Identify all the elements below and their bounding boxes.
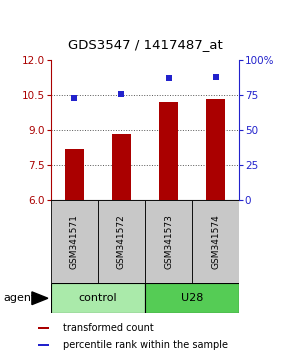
Bar [112, 133, 131, 200]
Text: control: control [79, 293, 117, 303]
Polygon shape [32, 292, 48, 304]
Text: percentile rank within the sample: percentile rank within the sample [63, 340, 228, 350]
Text: GSM341571: GSM341571 [70, 214, 79, 269]
Text: GSM341573: GSM341573 [164, 214, 173, 269]
Bar [38, 344, 49, 346]
Point [213, 74, 218, 80]
Text: transformed count: transformed count [63, 323, 153, 333]
Bar [98, 200, 145, 283]
Bar [159, 102, 178, 200]
Bar [145, 200, 192, 283]
Text: GSM341574: GSM341574 [211, 214, 220, 269]
Text: GSM341572: GSM341572 [117, 214, 126, 269]
Bar [65, 149, 84, 200]
Point [166, 75, 171, 81]
Bar [192, 200, 239, 283]
Bar [51, 200, 98, 283]
Bar [51, 283, 145, 313]
Text: GDS3547 / 1417487_at: GDS3547 / 1417487_at [68, 38, 222, 51]
Text: agent: agent [3, 293, 35, 303]
Bar [206, 99, 225, 200]
Text: U28: U28 [181, 293, 203, 303]
Point [72, 95, 77, 101]
Bar [145, 283, 239, 313]
Bar [38, 327, 49, 329]
Point [119, 91, 124, 97]
